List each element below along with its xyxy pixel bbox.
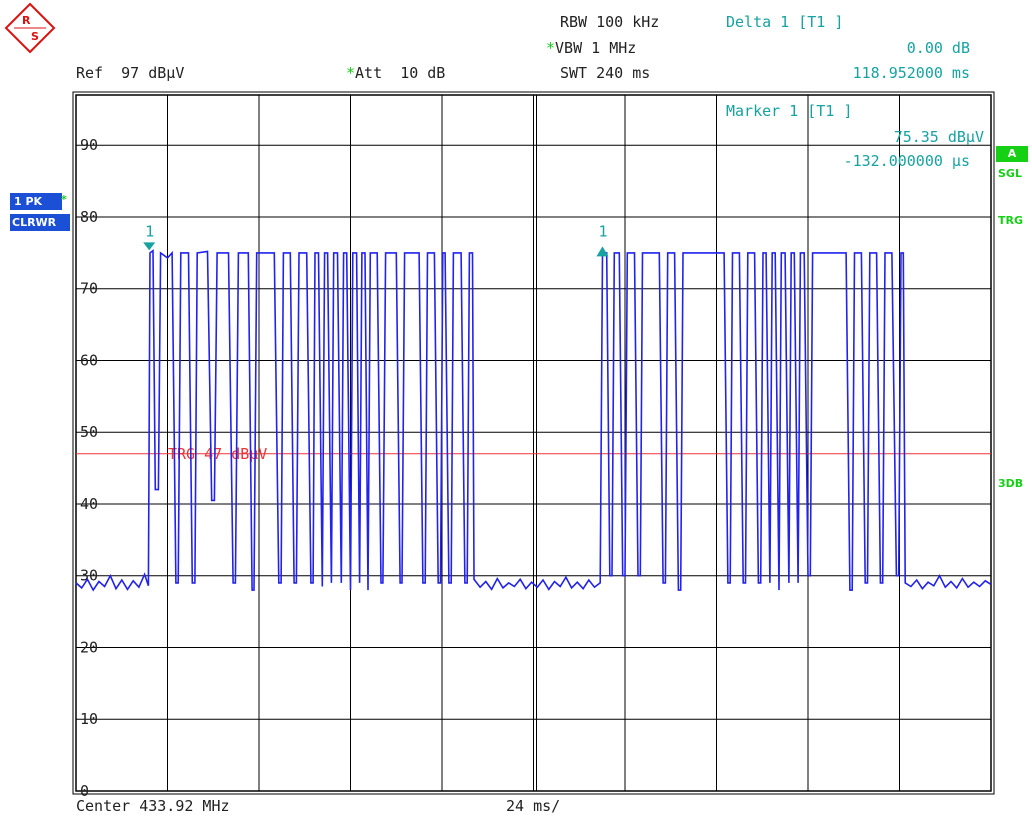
delta-marker-level: 0.00 dB bbox=[906, 39, 970, 57]
y-axis-ticks: 0 10 20 30 40 50 60 70 80 90 bbox=[80, 136, 98, 800]
y-tick-label: 10 bbox=[80, 710, 98, 728]
trace-mode-badge: CLRWR bbox=[10, 214, 70, 231]
marker-symbol bbox=[596, 246, 609, 257]
marker-label: 1 bbox=[145, 222, 154, 240]
attenuation-readout: *Att 10 dB bbox=[346, 64, 446, 82]
vbw-readout: *VBW 1 MHz bbox=[546, 39, 637, 57]
delta-marker-title: Delta 1 [T1 ] bbox=[726, 13, 844, 31]
marker-1-time: -132.000000 µs bbox=[843, 152, 970, 170]
svg-text:S: S bbox=[31, 30, 39, 43]
rbw-readout: RBW 100 kHz bbox=[560, 13, 660, 31]
screen-a-badge: A bbox=[996, 146, 1028, 162]
marker-label: 1 bbox=[599, 222, 608, 240]
center-frequency: Center 433.92 MHz bbox=[76, 797, 230, 815]
sgl-badge: SGL bbox=[998, 167, 1022, 180]
y-tick-label: 60 bbox=[80, 351, 98, 369]
marker-1-level: 75.35 dBµV bbox=[893, 128, 984, 146]
rohde-schwarz-logo: R S bbox=[4, 2, 56, 54]
3db-badge: 3DB bbox=[998, 477, 1024, 490]
trace-1-series-line bbox=[75, 249, 992, 592]
time-per-division: 24 ms/ bbox=[506, 797, 561, 815]
trace-detector-badge: 1 PK bbox=[10, 193, 62, 210]
ref-level-readout: Ref 97 dBµV bbox=[76, 64, 185, 82]
trg-badge: TRG bbox=[998, 214, 1024, 227]
y-tick-label: 20 bbox=[80, 638, 98, 656]
delta-marker-time: 118.952000 ms bbox=[852, 64, 970, 82]
y-tick-label: 70 bbox=[80, 280, 98, 298]
swt-readout: SWT 240 ms bbox=[560, 64, 651, 82]
plot-frame-outer bbox=[72, 91, 995, 795]
y-tick-label: 30 bbox=[80, 567, 98, 585]
y-tick-label: 50 bbox=[80, 423, 98, 441]
marker-symbol bbox=[143, 242, 156, 251]
marker-1-title: Marker 1 [T1 ] bbox=[726, 102, 853, 120]
trace-detector-star: * bbox=[61, 193, 67, 206]
y-tick-label: 80 bbox=[80, 208, 98, 226]
y-tick-label: 40 bbox=[80, 495, 98, 513]
svg-text:R: R bbox=[22, 14, 31, 27]
y-tick-label: 90 bbox=[80, 136, 98, 154]
y-tick-label: 0 bbox=[80, 782, 89, 800]
trigger-level-label: TRG 47 dBµV bbox=[168, 445, 267, 463]
